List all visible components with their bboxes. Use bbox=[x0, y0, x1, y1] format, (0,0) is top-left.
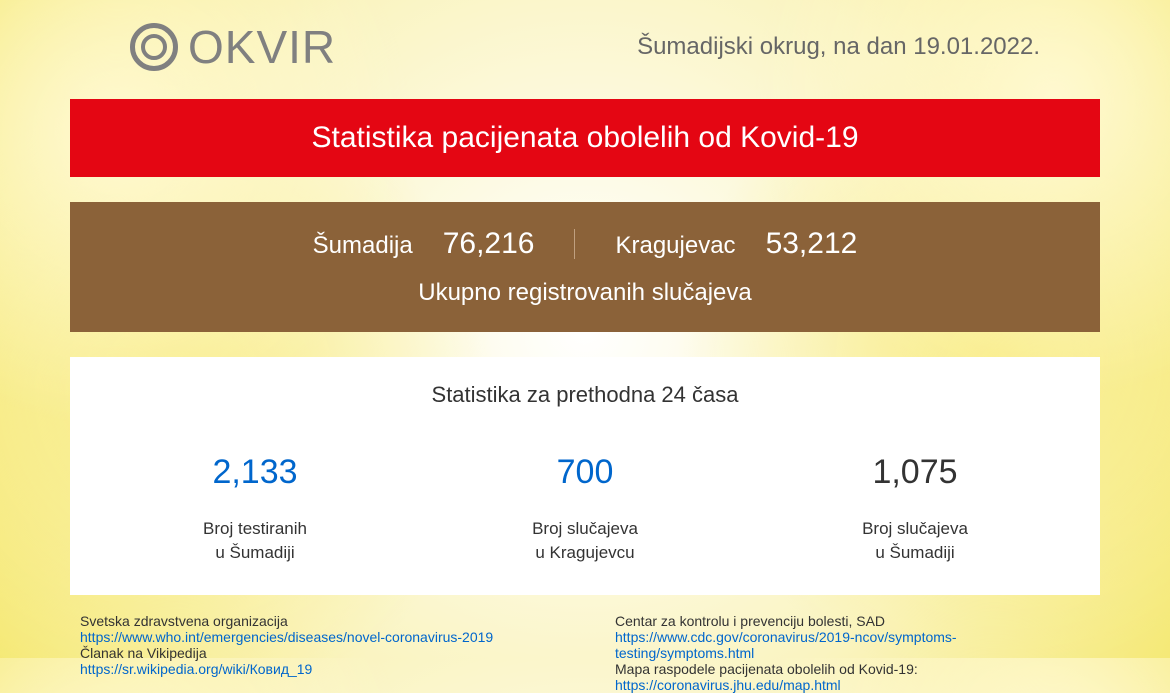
footer-source-label: Članak na Vikipedija bbox=[80, 645, 555, 661]
footer-source-label: Centar za kontrolu i prevenciju bolesti,… bbox=[615, 613, 1090, 629]
daily-stats-row: 2,133 Broj testiranih u Šumadiji 700 Bro… bbox=[90, 453, 1080, 565]
logo: OKVIR bbox=[130, 20, 336, 74]
footer-left-column: Svetska zdravstvena organizacija https:/… bbox=[80, 613, 555, 693]
footer-source-label: Svetska zdravstvena organizacija bbox=[80, 613, 555, 629]
daily-stat-label: Broj testiranih u Šumadiji bbox=[90, 517, 420, 565]
daily-stat-tested: 2,133 Broj testiranih u Šumadiji bbox=[90, 453, 420, 565]
totals-subtitle: Ukupno registrovanih slučajeva bbox=[80, 279, 1090, 307]
title-banner: Statistika pacijenata obolelih od Kovid-… bbox=[70, 99, 1100, 177]
footer-link-who[interactable]: https://www.who.int/emergencies/diseases… bbox=[80, 629, 493, 645]
total-stat-sumadija: Šumadija 76,216 bbox=[313, 227, 535, 261]
total-stat-kragujevac: Kragujevac 53,212 bbox=[615, 227, 857, 261]
total-value: 76,216 bbox=[443, 227, 535, 261]
total-value: 53,212 bbox=[766, 227, 858, 261]
daily-stat-label: Broj slučajeva u Šumadiji bbox=[750, 517, 1080, 565]
header-date: Šumadijski okrug, na dan 19.01.2022. bbox=[637, 33, 1040, 61]
divider bbox=[574, 229, 575, 259]
footer-right-column: Centar za kontrolu i prevenciju bolesti,… bbox=[555, 613, 1090, 693]
footer-link-cdc[interactable]: https://www.cdc.gov/coronavirus/2019-nco… bbox=[615, 629, 957, 661]
footer-source-label: Mapa raspodele pacijenata obolelih od Ko… bbox=[615, 661, 1090, 677]
daily-stat-value: 2,133 bbox=[90, 453, 420, 492]
daily-stat-label: Broj slučajeva u Kragujevcu bbox=[420, 517, 750, 565]
footer: Svetska zdravstvena organizacija https:/… bbox=[70, 613, 1100, 693]
daily-stat-value: 1,075 bbox=[750, 453, 1080, 492]
daily-title: Statistika za prethodna 24 časa bbox=[90, 382, 1080, 408]
logo-text: OKVIR bbox=[188, 20, 336, 74]
daily-stat-value: 700 bbox=[420, 453, 750, 492]
logo-circles-icon bbox=[130, 23, 178, 71]
totals-row: Šumadija 76,216 Kragujevac 53,212 bbox=[80, 227, 1090, 261]
daily-stat-sumadija: 1,075 Broj slučajeva u Šumadiji bbox=[750, 453, 1080, 565]
total-label: Šumadija bbox=[313, 232, 413, 260]
header: OKVIR Šumadijski okrug, na dan 19.01.202… bbox=[70, 20, 1100, 89]
totals-panel: Šumadija 76,216 Kragujevac 53,212 Ukupno… bbox=[70, 202, 1100, 332]
daily-stat-kragujevac: 700 Broj slučajeva u Kragujevcu bbox=[420, 453, 750, 565]
total-label: Kragujevac bbox=[615, 232, 735, 260]
footer-link-wikipedia[interactable]: https://sr.wikipedia.org/wiki/Ковид_19 bbox=[80, 661, 312, 677]
footer-link-jhu[interactable]: https://coronavirus.jhu.edu/map.html bbox=[615, 677, 841, 693]
daily-panel: Statistika za prethodna 24 časa 2,133 Br… bbox=[70, 357, 1100, 595]
